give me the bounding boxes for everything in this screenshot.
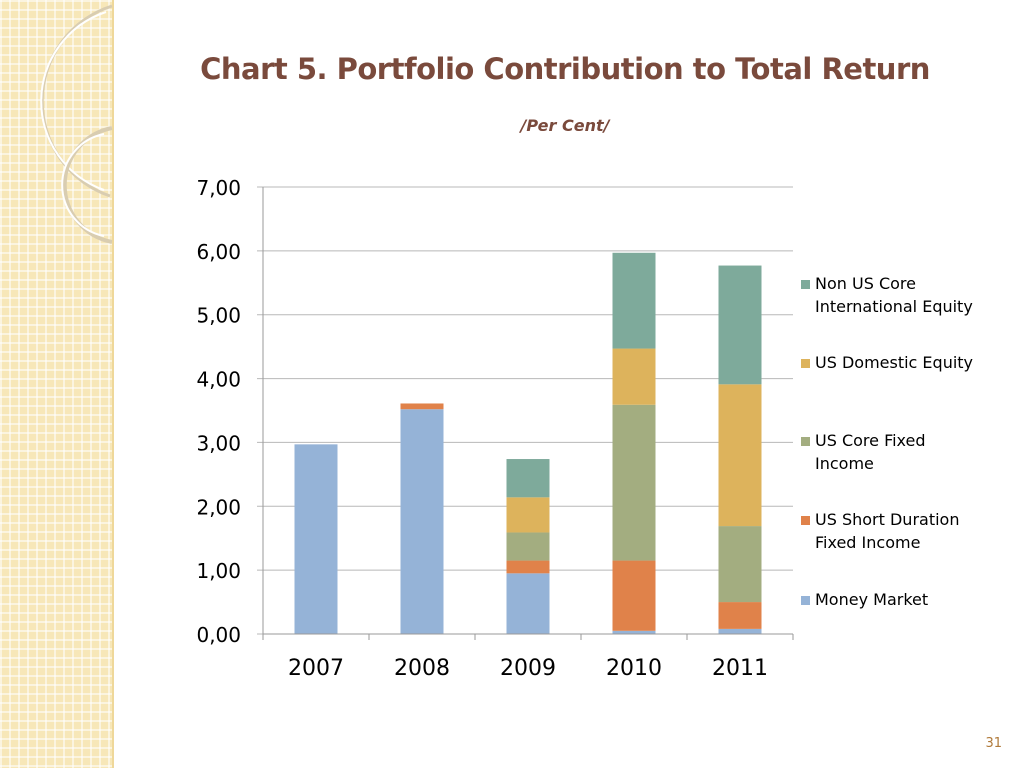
legend-label: Non US Core [815, 274, 916, 293]
y-tick-label: 4,00 [196, 368, 241, 392]
legend-label: Income [815, 454, 874, 473]
bar-segment [506, 459, 550, 498]
bar-segment [718, 526, 762, 603]
x-tick-label: 2010 [606, 656, 662, 681]
legend-label: Money Market [815, 590, 928, 609]
x-tick-label: 2011 [712, 656, 768, 681]
x-tick-label: 2009 [500, 656, 556, 681]
decorative-rings [40, 4, 113, 244]
x-tick-label: 2008 [394, 656, 450, 681]
bar-segment [612, 252, 656, 349]
y-tick-label: 2,00 [196, 495, 241, 519]
bar-segment [506, 560, 550, 574]
page-title: Chart 5. Portfolio Contribution to Total… [200, 52, 930, 86]
bar-segment [612, 404, 656, 561]
legend-label: US Short Duration [815, 510, 959, 529]
x-tick-label: 2007 [288, 656, 344, 681]
bar-segment [506, 497, 550, 533]
legend-swatch [801, 280, 810, 289]
y-tick-label: 0,00 [196, 623, 241, 647]
bar-segment [294, 444, 338, 634]
legend-label: Fixed Income [815, 533, 920, 552]
bar-segment [612, 630, 656, 634]
y-tick-label: 3,00 [196, 431, 241, 455]
legend-swatch [801, 437, 810, 446]
legend-swatch [801, 516, 810, 525]
y-tick-label: 5,00 [196, 304, 241, 328]
bar-segment [400, 403, 444, 410]
y-tick-label: 7,00 [196, 176, 241, 200]
bar-segment [506, 532, 550, 561]
bar-segment [718, 602, 762, 629]
page-number: 31 [985, 736, 1002, 751]
bar-segment [718, 265, 762, 385]
bar-segment [612, 348, 656, 405]
bar-segment [718, 628, 762, 634]
y-tick-label: 1,00 [196, 559, 241, 583]
bar-segment [718, 384, 762, 527]
decorative-side-strip [0, 0, 114, 768]
bar-segment [400, 409, 444, 634]
legend-label: International Equity [815, 297, 973, 316]
legend-label: US Core Fixed [815, 431, 926, 450]
bar-segment [612, 560, 656, 631]
y-tick-label: 6,00 [196, 240, 241, 264]
legend-swatch [801, 359, 810, 368]
bar-segment [506, 573, 550, 634]
chart-subtitle: /Per Cent/ [520, 116, 610, 135]
legend-swatch [801, 596, 810, 605]
legend-label: US Domestic Equity [815, 353, 973, 372]
